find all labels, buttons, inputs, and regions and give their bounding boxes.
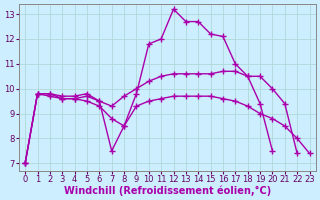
X-axis label: Windchill (Refroidissement éolien,°C): Windchill (Refroidissement éolien,°C): [64, 185, 271, 196]
